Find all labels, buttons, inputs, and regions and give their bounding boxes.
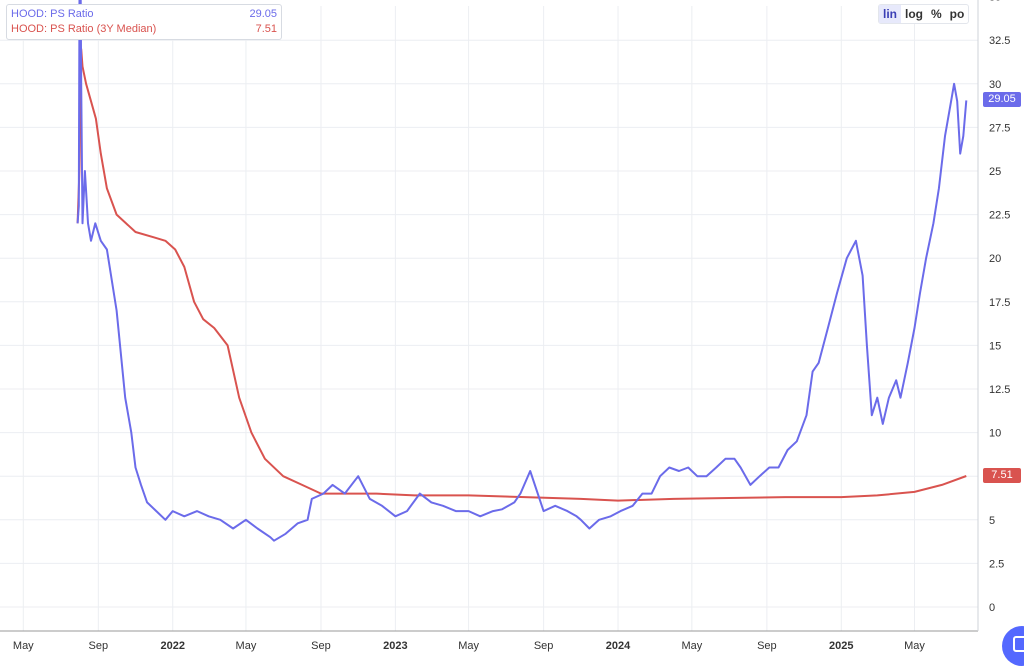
axes: 02.557.51012.51517.52022.52527.53032.535…	[0, 0, 1010, 652]
x-tick-label: Sep	[311, 640, 331, 652]
y-tick-label: 20	[989, 253, 1001, 265]
y-tick-label: 15	[989, 340, 1001, 352]
y-tick-label: 17.5	[989, 297, 1010, 309]
scale-log-button[interactable]: log	[905, 7, 923, 21]
scale-toggle: lin log % po	[878, 4, 970, 24]
scale-percent-button[interactable]: %	[931, 7, 942, 21]
y-tick-label: 35	[989, 0, 1001, 4]
x-tick-label: May	[904, 640, 925, 652]
x-tick-label: May	[458, 640, 479, 652]
ps-ratio-value-tag: 29.05	[983, 92, 1021, 108]
legend-label-ps-ratio: HOOD: PS Ratio	[11, 8, 94, 20]
y-tick-label: 22.5	[989, 210, 1010, 222]
x-tick-label: May	[13, 640, 34, 652]
legend-row-ps-ratio: HOOD: PS Ratio 29.05	[11, 7, 277, 22]
x-tick-label: 2024	[606, 640, 631, 652]
x-tick-label: 2025	[829, 640, 853, 652]
ps-ratio-line	[76, 0, 968, 542]
y-tick-label: 10	[989, 428, 1001, 440]
gridlines	[0, 6, 978, 631]
y-tick-label: 27.5	[989, 122, 1010, 134]
y-tick-label: 12.5	[989, 384, 1010, 396]
y-tick-label: 32.5	[989, 35, 1010, 47]
legend: HOOD: PS Ratio 29.05 HOOD: PS Ratio (3Y …	[6, 4, 282, 40]
ps-ratio-3y-median-line	[76, 47, 967, 502]
series-lines	[76, 0, 968, 542]
y-tick-label: 25	[989, 166, 1001, 178]
x-tick-label: Sep	[89, 640, 109, 652]
y-tick-label: 2.5	[989, 558, 1004, 570]
x-tick-label: May	[681, 640, 702, 652]
median-value-tag: 7.51	[983, 468, 1021, 484]
chat-icon[interactable]	[1002, 626, 1024, 666]
scale-po-button[interactable]: po	[949, 7, 965, 21]
y-tick-label: 0	[989, 602, 995, 614]
x-tick-label: 2023	[383, 640, 407, 652]
x-tick-label: Sep	[534, 640, 554, 652]
x-tick-label: Sep	[757, 640, 777, 652]
legend-row-3y-median: HOOD: PS Ratio (3Y Median) 7.51	[11, 22, 277, 37]
x-tick-label: 2022	[161, 640, 185, 652]
y-tick-label: 30	[989, 79, 1001, 91]
legend-value-3y-median: 7.51	[255, 23, 277, 35]
y-tick-label: 5	[989, 515, 995, 527]
legend-label-3y-median: HOOD: PS Ratio (3Y Median)	[11, 23, 157, 35]
x-tick-label: May	[236, 640, 257, 652]
scale-lin-button[interactable]: lin	[879, 5, 901, 23]
legend-value-ps-ratio: 29.05	[249, 8, 277, 20]
